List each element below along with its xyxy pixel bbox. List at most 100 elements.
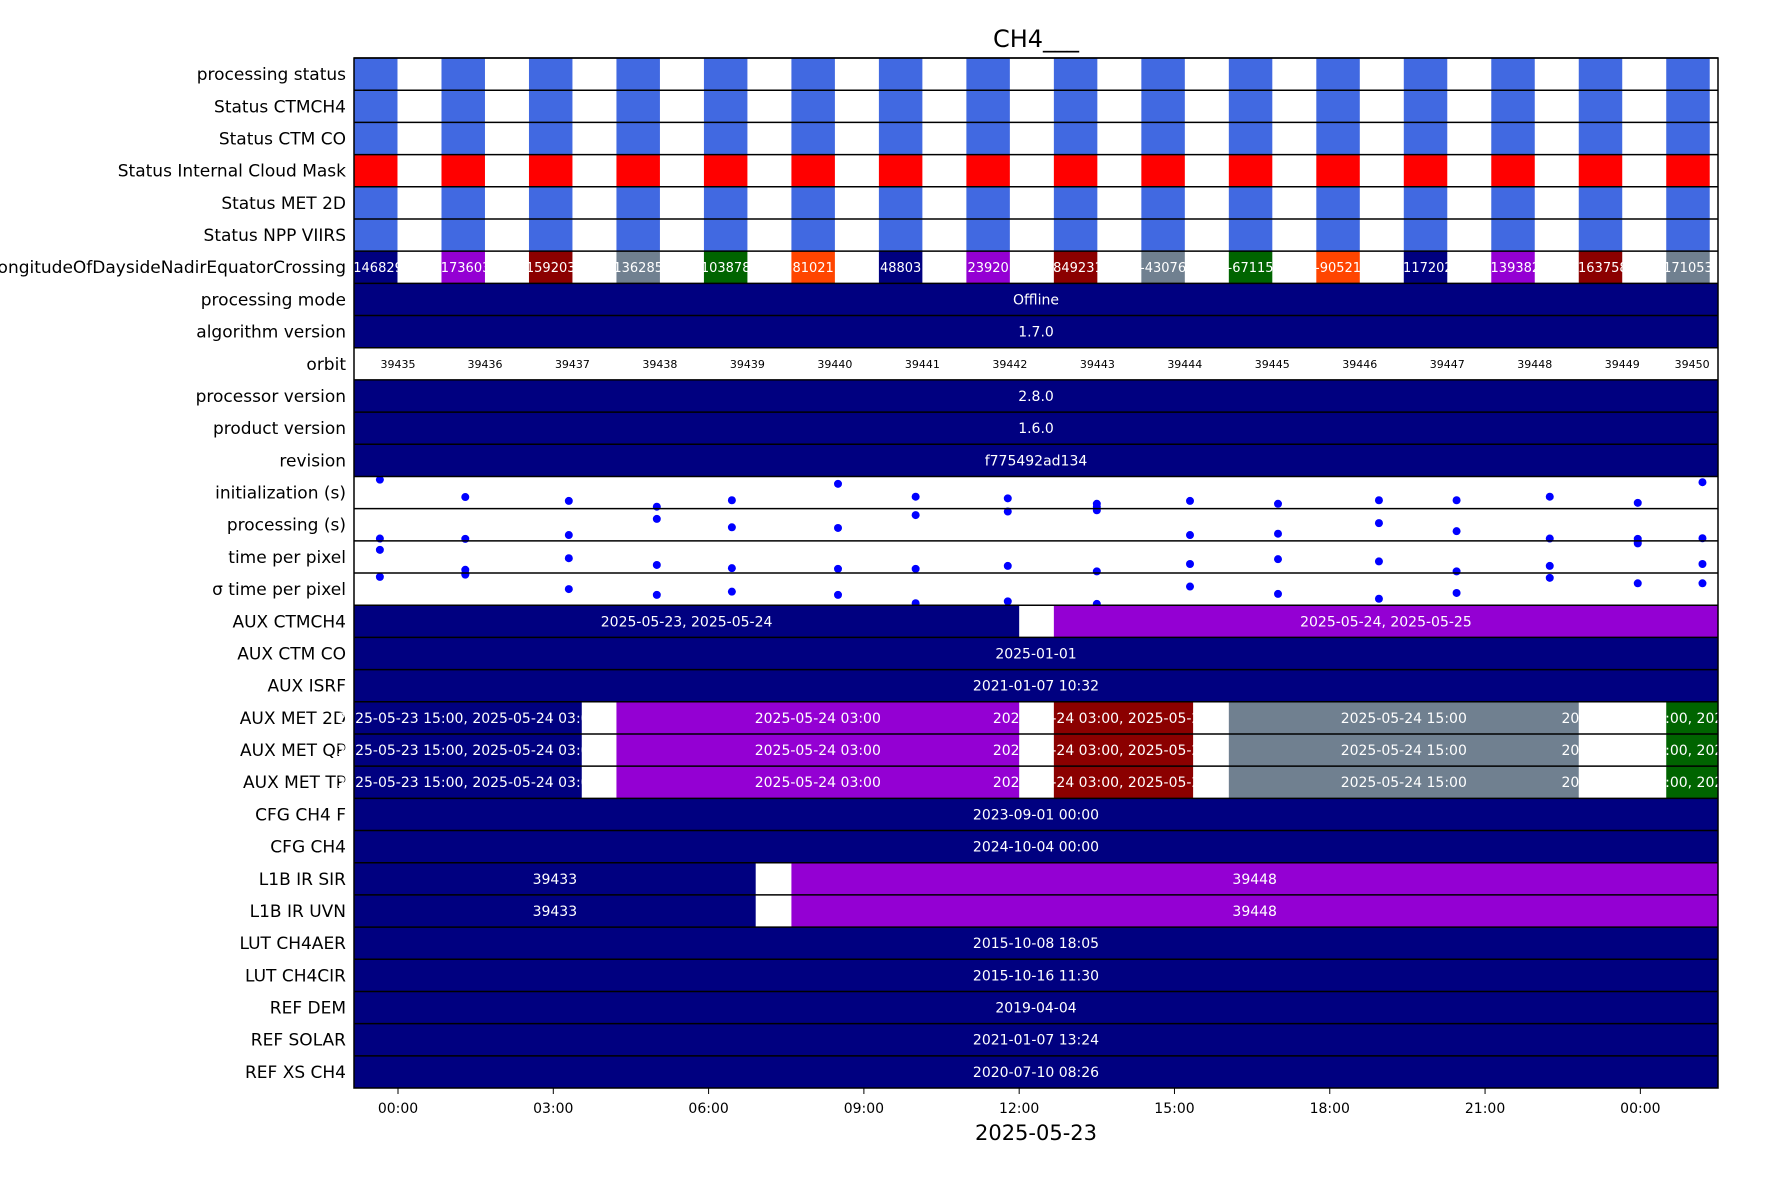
granule-label: 23920: [967, 261, 1008, 276]
segment-bar: [1053, 766, 1194, 799]
segment-label: 2025-05-24 15:00, 2025-05-25 03:00: [1562, 775, 1771, 791]
data-point: [1374, 519, 1383, 528]
granule-bar: [966, 154, 1010, 187]
granule-label: -163758: [1573, 261, 1627, 276]
granule-bar: [1578, 186, 1623, 219]
segment-bar: [354, 315, 1718, 348]
row-label: Status CTM CO: [219, 129, 346, 149]
row-16: σ time per pixel: [212, 569, 1718, 608]
row-12: revision f775492ad134: [279, 443, 1718, 477]
segment-bar: [1053, 605, 1718, 638]
segment-label: f775492ad134: [985, 453, 1088, 469]
data-point: [652, 590, 661, 599]
granule-bar: [354, 218, 398, 252]
orbit-number: 39438: [642, 358, 677, 371]
row-23: CFG CH4 F 2023-09-01 00:00: [255, 797, 1718, 831]
granule-bar: [528, 251, 573, 284]
row-1: Status CTMCH4: [214, 89, 1718, 123]
granule-bar: [1666, 218, 1710, 252]
segment-label: 2025-05-23, 2025-05-24: [601, 614, 773, 630]
data-point: [1274, 499, 1282, 508]
data-point: [727, 496, 736, 505]
segment-bar: [791, 862, 1718, 895]
data-point: [1092, 567, 1101, 576]
segment-bar: [1228, 733, 1579, 767]
granule-bar: [1141, 154, 1185, 187]
granule-bar: [703, 218, 748, 252]
granule-bar: [1403, 218, 1448, 252]
x-tick-label: 00:00: [1620, 1101, 1660, 1117]
row-label: CFG CH4: [270, 838, 346, 858]
granule-bar: [1491, 122, 1535, 155]
segment-bar: [354, 283, 1718, 316]
granule-bar: [1316, 251, 1360, 284]
segment-label: 2025-01-01: [995, 646, 1076, 662]
granule-bar: [703, 122, 748, 155]
orbit-number: 39444: [1167, 358, 1202, 371]
segment-label: 2.8.0: [1018, 389, 1054, 405]
granule-bar: [441, 122, 485, 155]
row-label: time per pixel: [228, 548, 346, 568]
data-point: [911, 511, 920, 520]
orbit-number: 39435: [381, 358, 416, 371]
x-tick-label: 03:00: [533, 1101, 573, 1117]
orbit-number: 39447: [1430, 358, 1465, 371]
segment-label: 1.6.0: [1018, 421, 1054, 437]
granule-bar: [528, 186, 573, 219]
granule-bar: [703, 58, 748, 91]
granule-bar: [1403, 90, 1448, 123]
granule-bar: [1141, 251, 1185, 284]
granule-bar: [878, 90, 923, 123]
segment-label: 39433: [533, 872, 578, 888]
row-14: processing (s): [227, 506, 1718, 546]
granule-bar: [441, 90, 485, 123]
orbit-number: 39446: [1342, 358, 1377, 371]
row-label: REF XS CH4: [245, 1063, 346, 1083]
data-point: [652, 560, 661, 569]
x-tick-label: 18:00: [1310, 1101, 1350, 1117]
data-point: [727, 523, 736, 532]
segment-bar: [354, 766, 582, 799]
granule-bar: [1228, 90, 1273, 123]
segment-label: 39448: [1232, 904, 1277, 920]
granule-bar: [703, 90, 748, 123]
segment-label: 2025-05-24 15:00, 2025-05-25 03:00: [1562, 743, 1771, 759]
row-label: Status Internal Cloud Mask: [118, 162, 346, 182]
granule-bar: [791, 154, 835, 187]
granule-bar: [1666, 251, 1710, 284]
row-label: algorithm version: [196, 323, 346, 343]
row-19: AUX ISRF 2021-01-07 10:32: [267, 668, 1718, 702]
segment-bar: [354, 894, 756, 928]
segment-bar: [1228, 766, 1579, 799]
row-label: REF DEM: [270, 999, 346, 1019]
granule-bar: [878, 186, 923, 219]
granule-bar: [1228, 154, 1273, 187]
row-31: REF XS CH4 2020-07-10 08:26: [245, 1055, 1718, 1088]
granule-bar: [1141, 90, 1185, 123]
row-18: AUX CTM CO 2025-01-01: [237, 636, 1718, 670]
row-30: REF SOLAR 2021-01-07 13:24: [251, 1022, 1718, 1056]
x-tick-label: 21:00: [1465, 1101, 1505, 1117]
granule-bar: [1403, 154, 1448, 187]
data-point: [652, 502, 661, 511]
row-label: σ time per pixel: [212, 580, 346, 600]
orbit-number: 39442: [992, 358, 1027, 371]
granule-bar: [354, 58, 398, 91]
granule-bar: [966, 251, 1010, 284]
data-point: [1374, 496, 1383, 505]
data-point: [1186, 582, 1194, 591]
granule-label: 81021: [792, 261, 833, 276]
granule-bar: [791, 122, 835, 155]
granule-bar: [354, 90, 398, 123]
data-point: [564, 554, 573, 563]
segment-bar: [354, 444, 1718, 477]
row-0: processing status: [197, 57, 1718, 91]
segment-label: 2025-05-24 03:00: [755, 711, 881, 727]
granule-bar: [1228, 251, 1273, 284]
row-label: REF SOLAR: [251, 1031, 346, 1051]
row-label: Status NPP VIIRS: [204, 226, 346, 246]
granule-bar: [966, 122, 1010, 155]
granule-bar: [1666, 122, 1710, 155]
